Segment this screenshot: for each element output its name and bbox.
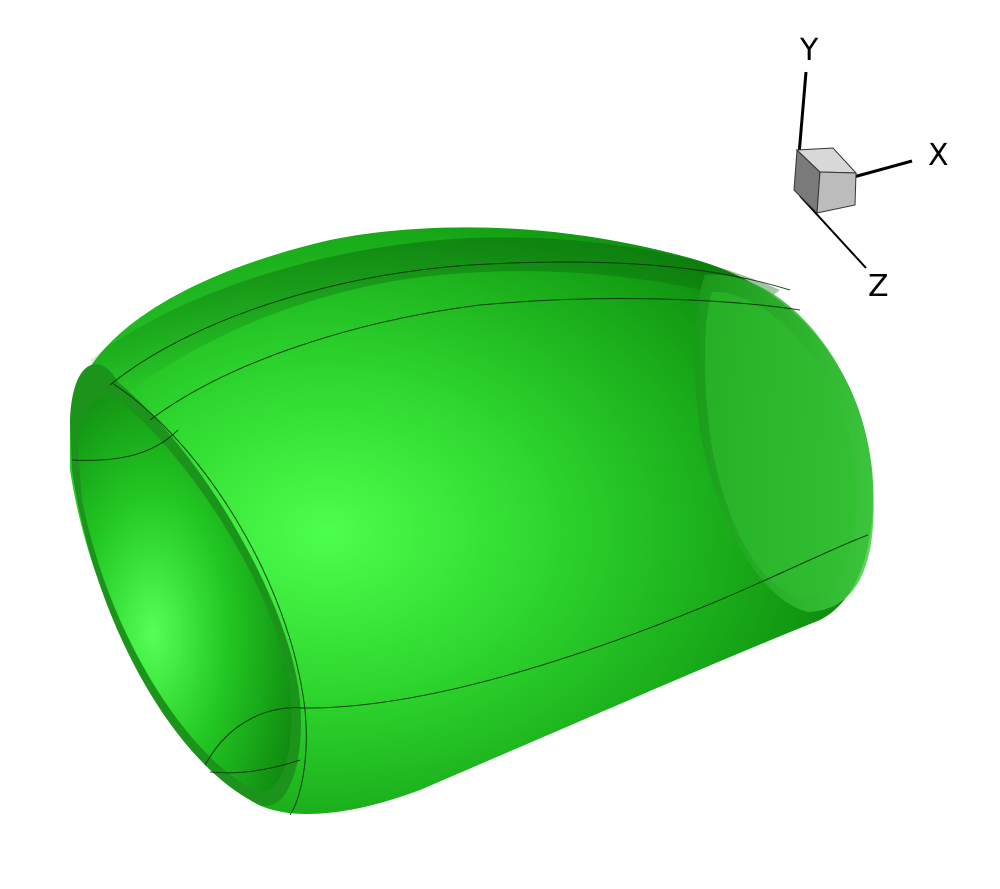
mesh-line-bottom-lip [209, 759, 301, 774]
mesh-line-inlet-edge [111, 382, 307, 816]
duct-surface [70, 227, 874, 816]
x-axis-label: X [928, 138, 949, 173]
cube-front-face [816, 171, 857, 214]
duct-top-shade [90, 237, 780, 400]
mesh-line-top-upper [109, 261, 791, 386]
mesh-line-left-horizontal [71, 429, 179, 461]
mesh-line-bottom [299, 534, 869, 709]
y-axis-label: Y [799, 33, 819, 68]
duct-inlet-opening [78, 396, 292, 793]
duct-exit-inner [704, 291, 857, 598]
z-axis-label: Z [868, 269, 889, 304]
z-axis-line [799, 195, 867, 269]
mesh-line-top-lower [149, 298, 801, 421]
orientation-cube [793, 147, 858, 215]
axis-triad: Y X Z [793, 33, 949, 304]
x-axis-line [849, 159, 913, 180]
mesh-line-bottom-left [204, 707, 306, 766]
